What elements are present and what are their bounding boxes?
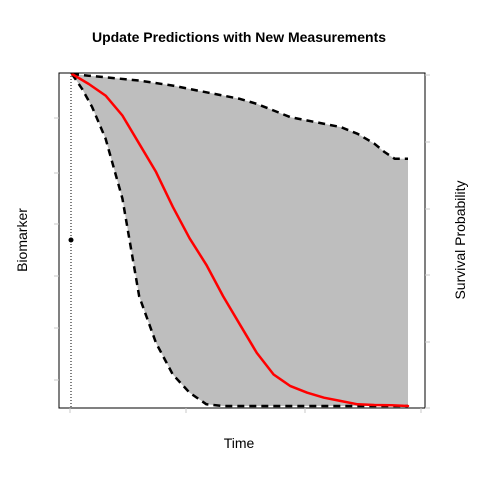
plot-area-frame [58, 72, 426, 409]
prediction-line [70, 72, 410, 408]
observed-point [68, 237, 74, 243]
axis-ticks-layer [54, 74, 430, 413]
lower-bound-line [70, 73, 408, 408]
series-lines-layer [70, 72, 410, 408]
y-axis-label: Biomarker [14, 208, 30, 272]
confidence-band-layer [72, 74, 408, 406]
x-axis-label: Time [224, 435, 255, 451]
chart-title: Update Predictions with New Measurements [92, 29, 386, 45]
upper-bound-line [71, 72, 408, 160]
markers-layer [68, 73, 74, 408]
y-axis-right-label: Survival Probability [452, 180, 468, 299]
confidence-band [72, 74, 408, 406]
